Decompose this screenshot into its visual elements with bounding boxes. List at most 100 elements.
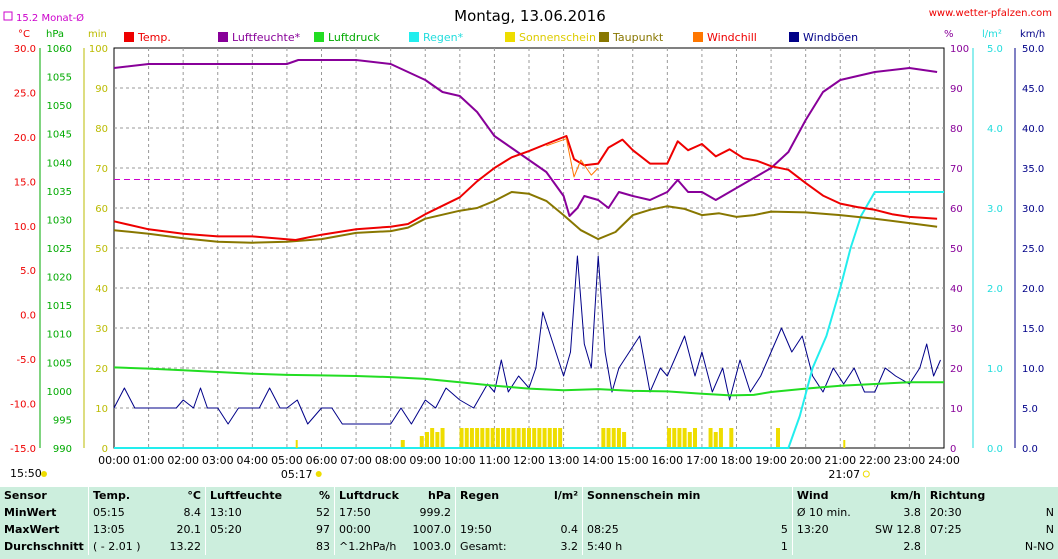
sunshine-bar [475,428,480,448]
temp-tick-label: 10.0 [14,222,36,233]
wind-tick-label: 30.0 [1022,204,1044,215]
pressure-tick-label: 1030 [47,215,72,226]
minutes-tick-label: 90 [95,84,108,95]
legend-label: Luftdruck [328,31,380,44]
rain-time: 19:50 [455,521,525,538]
legend-label: Windböen [803,31,858,44]
hdr-hum: Luftfeuchte [205,487,287,504]
sunshine-bar [532,428,537,448]
sunshine-bar [601,428,606,448]
x-tick-label: 15:00 [617,454,649,467]
legend-swatch [218,32,228,42]
legend-swatch [124,32,134,42]
sun-icon [315,471,322,477]
grid [113,47,945,449]
sunshine-bar [611,428,616,448]
sunshine-bar [464,428,469,448]
stats-row-max: MaxWert 13:05 20.1 05:20 97 00:00 1007.0… [0,521,1058,538]
hdr-dir: Richtung [924,487,1058,504]
wind-tick-label: 10.0 [1022,364,1044,375]
legend-label: Taupunkt [612,31,664,44]
rain-value: 3.2 [560,540,579,553]
humidity-tick-label: 30 [950,324,963,335]
humidity-tick-label: 40 [950,284,963,295]
hdr-wind: Wind [791,487,861,504]
x-tick-label: 03:00 [202,454,234,467]
pressure-tick-label: 1060 [47,44,72,55]
sunshine-bar [547,428,552,448]
wind-time [791,538,861,555]
wind-tick-label: 5.0 [1022,404,1038,415]
temp-value: 20.1 [176,523,202,536]
humidity-tick-label: 50 [950,244,963,255]
rain-tick-label: 3.0 [987,204,1003,215]
press-value: 1003.0 [412,540,452,553]
pressure-tick-label: 1000 [47,387,72,398]
sunshine-bar [558,428,563,448]
legend: Temp. Luftfeuchte* Luftdruck Regen* Sonnensc… [124,31,858,44]
x-tick-label: 12:00 [513,454,545,467]
dir-time [924,538,995,555]
x-tick-label: 22:00 [859,454,891,467]
pressure-tick-label: 1035 [47,187,72,198]
minutes-tick-label: 10 [95,404,108,415]
row-label: Durchschnitt [4,540,84,553]
sun-icon [41,471,47,477]
legend-swatch [693,32,703,42]
dir-value: N [1045,523,1054,536]
pressure-tick-label: 1005 [47,358,72,369]
sunshine-bar [490,428,495,448]
sunshine-bar [682,428,687,448]
wind-tick-label: 40.0 [1022,124,1044,135]
pressure-tick-label: 1010 [47,330,72,341]
x-tick-label: 08:00 [375,454,407,467]
unit-hpa: hPa [46,29,64,40]
sunshine-bar [419,436,424,448]
rain-tick-label: 1.0 [987,364,1003,375]
minutes-tick-label: 30 [95,324,108,335]
temp-time: 05:15 [88,504,157,521]
minutes-tick-label: 100 [89,44,108,55]
wind-tick-label: 50.0 [1022,44,1044,55]
wind-value: 2.8 [903,540,921,553]
unit-percent: % [944,29,954,40]
sunshine-bar [708,428,713,448]
sun-value: 1 [780,540,788,553]
dir-value: N [1045,506,1054,519]
sunshine-bar [459,428,464,448]
hdr-rain-unit: l/m² [553,489,579,502]
sun-time: 5:40 h [582,538,738,555]
temp-value: 8.4 [183,506,202,519]
sunshine-bar [435,432,440,448]
pressure-tick-label: 995 [53,415,72,426]
legend-swatch [789,32,799,42]
humidity-tick-label: 60 [950,204,963,215]
x-tick-label: 20:00 [790,454,822,467]
humidity-tick-label: 70 [950,164,963,175]
row-label: MinWert [4,506,57,519]
minutes-tick-label: 60 [95,204,108,215]
sunshine-bar [729,428,734,448]
sunshine-bar [552,428,557,448]
hdr-sun: Sonnenschein min [582,487,793,504]
sunshine-bar [485,428,490,448]
x-tick-label: 17:00 [686,454,718,467]
x-tick-label: 04:00 [236,454,268,467]
wind-value: 3.8 [903,506,921,519]
minutes-tick-label: 20 [95,364,108,375]
temp-tick-label: -5.0 [16,355,36,366]
temp-tick-label: 15.0 [14,177,36,188]
website-link[interactable]: www.wetter-pfalzen.com [929,8,1052,19]
legend-label: Luftfeuchte* [232,31,301,44]
sunshine-bar [713,432,718,448]
legend-label: Regen* [423,31,464,44]
minutes-tick-label: 80 [95,124,108,135]
hdr-rain: Regen [455,487,525,504]
x-tick-label: 01:00 [133,454,165,467]
wind-tick-label: 0.0 [1022,444,1038,455]
x-tick-label: 24:00 [928,454,960,467]
series-line-luftfeuchte [113,59,938,217]
sunshine-bar [469,428,474,448]
stats-table: Sensor Temp. °C Luftfeuchte % Luftdruck … [0,487,1058,555]
x-tick-label: 02:00 [167,454,199,467]
